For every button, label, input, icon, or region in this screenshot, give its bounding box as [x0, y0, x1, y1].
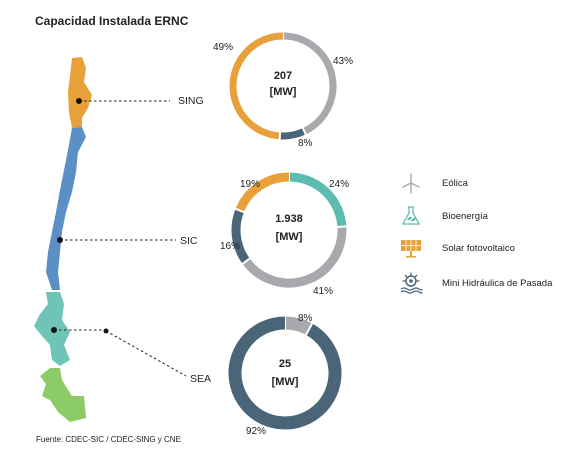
water-wheel-icon	[400, 272, 423, 294]
donut-separator	[241, 257, 251, 265]
map-region-magallanes	[40, 368, 86, 422]
donut-separator	[304, 322, 314, 336]
donut-separator	[336, 225, 347, 228]
donut-segment-solar-fotovoltaico	[235, 172, 290, 213]
donut-segment-e-lica	[282, 32, 337, 135]
map-region-sing	[68, 57, 92, 128]
sea-leader-line-b	[105, 330, 187, 377]
map-region-sic	[46, 127, 86, 290]
donut-separator	[234, 207, 245, 214]
legend-item-bioenergia: Bioenergía	[398, 205, 488, 227]
sic-center-unit: [MW]	[276, 231, 303, 243]
chile-map	[34, 57, 92, 422]
donut-sic	[231, 172, 347, 288]
legend-item-solar: Solar fotovoltaico	[398, 237, 515, 259]
sic-label-mini-hidro: 16%	[220, 241, 240, 252]
donut-segment-mini-hidr-ulica-de-pasada	[231, 208, 250, 264]
sing-center-unit: [MW]	[270, 86, 297, 98]
sic-label-solar: 19%	[240, 179, 260, 190]
sing-region-label: SING	[178, 95, 204, 107]
legend-label-bioenergia: Bioenergía	[442, 210, 488, 222]
sic-marker	[57, 237, 63, 243]
sea-marker-end	[103, 328, 109, 334]
chart-title: Capacidad Instalada ERNC	[35, 14, 189, 28]
sing-label-mini-hidro: 8%	[298, 138, 313, 149]
donut-separator	[278, 131, 282, 140]
legend-label-solar: Solar fotovoltaico	[442, 242, 515, 254]
sic-label-bioenergia: 24%	[329, 179, 349, 190]
donut-segment-mini-hidr-ulica-de-pasada	[228, 316, 342, 430]
sea-center-value: 25	[279, 358, 291, 370]
donut-sea	[228, 316, 342, 430]
sing-marker	[76, 98, 82, 104]
solar-panel-icon	[401, 240, 421, 258]
donut-segment-solar-fotovoltaico	[229, 32, 284, 140]
donut-separator	[301, 127, 307, 136]
sic-label-eolica: 41%	[313, 286, 333, 297]
donut-segment-bioenerg-a	[288, 172, 347, 228]
sea-center-unit: [MW]	[272, 376, 299, 388]
donut-segment-e-lica	[242, 226, 347, 288]
sic-center-value: 1.938	[275, 213, 303, 225]
legend-item-mini-hidro: Mini Hidráulica de Pasada	[398, 272, 552, 294]
sic-region-label: SIC	[180, 235, 198, 247]
wind-turbine-icon	[402, 173, 420, 194]
sea-region-label: SEA	[190, 373, 211, 385]
sing-label-eolica: 43%	[333, 56, 353, 67]
source-note: Fuente: CDEC-SIC / CDEC-SING y CNE	[36, 435, 181, 444]
sea-label-eolica: 8%	[298, 313, 313, 324]
sing-center-value: 207	[274, 70, 292, 82]
donut-sing	[229, 32, 337, 140]
sea-marker	[51, 327, 57, 333]
legend-item-eolica: Eólica	[398, 172, 468, 194]
legend-label-mini-hidro: Mini Hidráulica de Pasada	[442, 277, 553, 289]
sing-label-solar: 49%	[213, 42, 233, 53]
flask-leaf-icon	[401, 206, 421, 225]
donut-segment-mini-hidr-ulica-de-pasada	[279, 128, 306, 140]
sea-label-mini-hidro: 92%	[246, 426, 266, 437]
legend-label-eolica: Eólica	[442, 177, 468, 189]
connectors	[54, 100, 187, 377]
